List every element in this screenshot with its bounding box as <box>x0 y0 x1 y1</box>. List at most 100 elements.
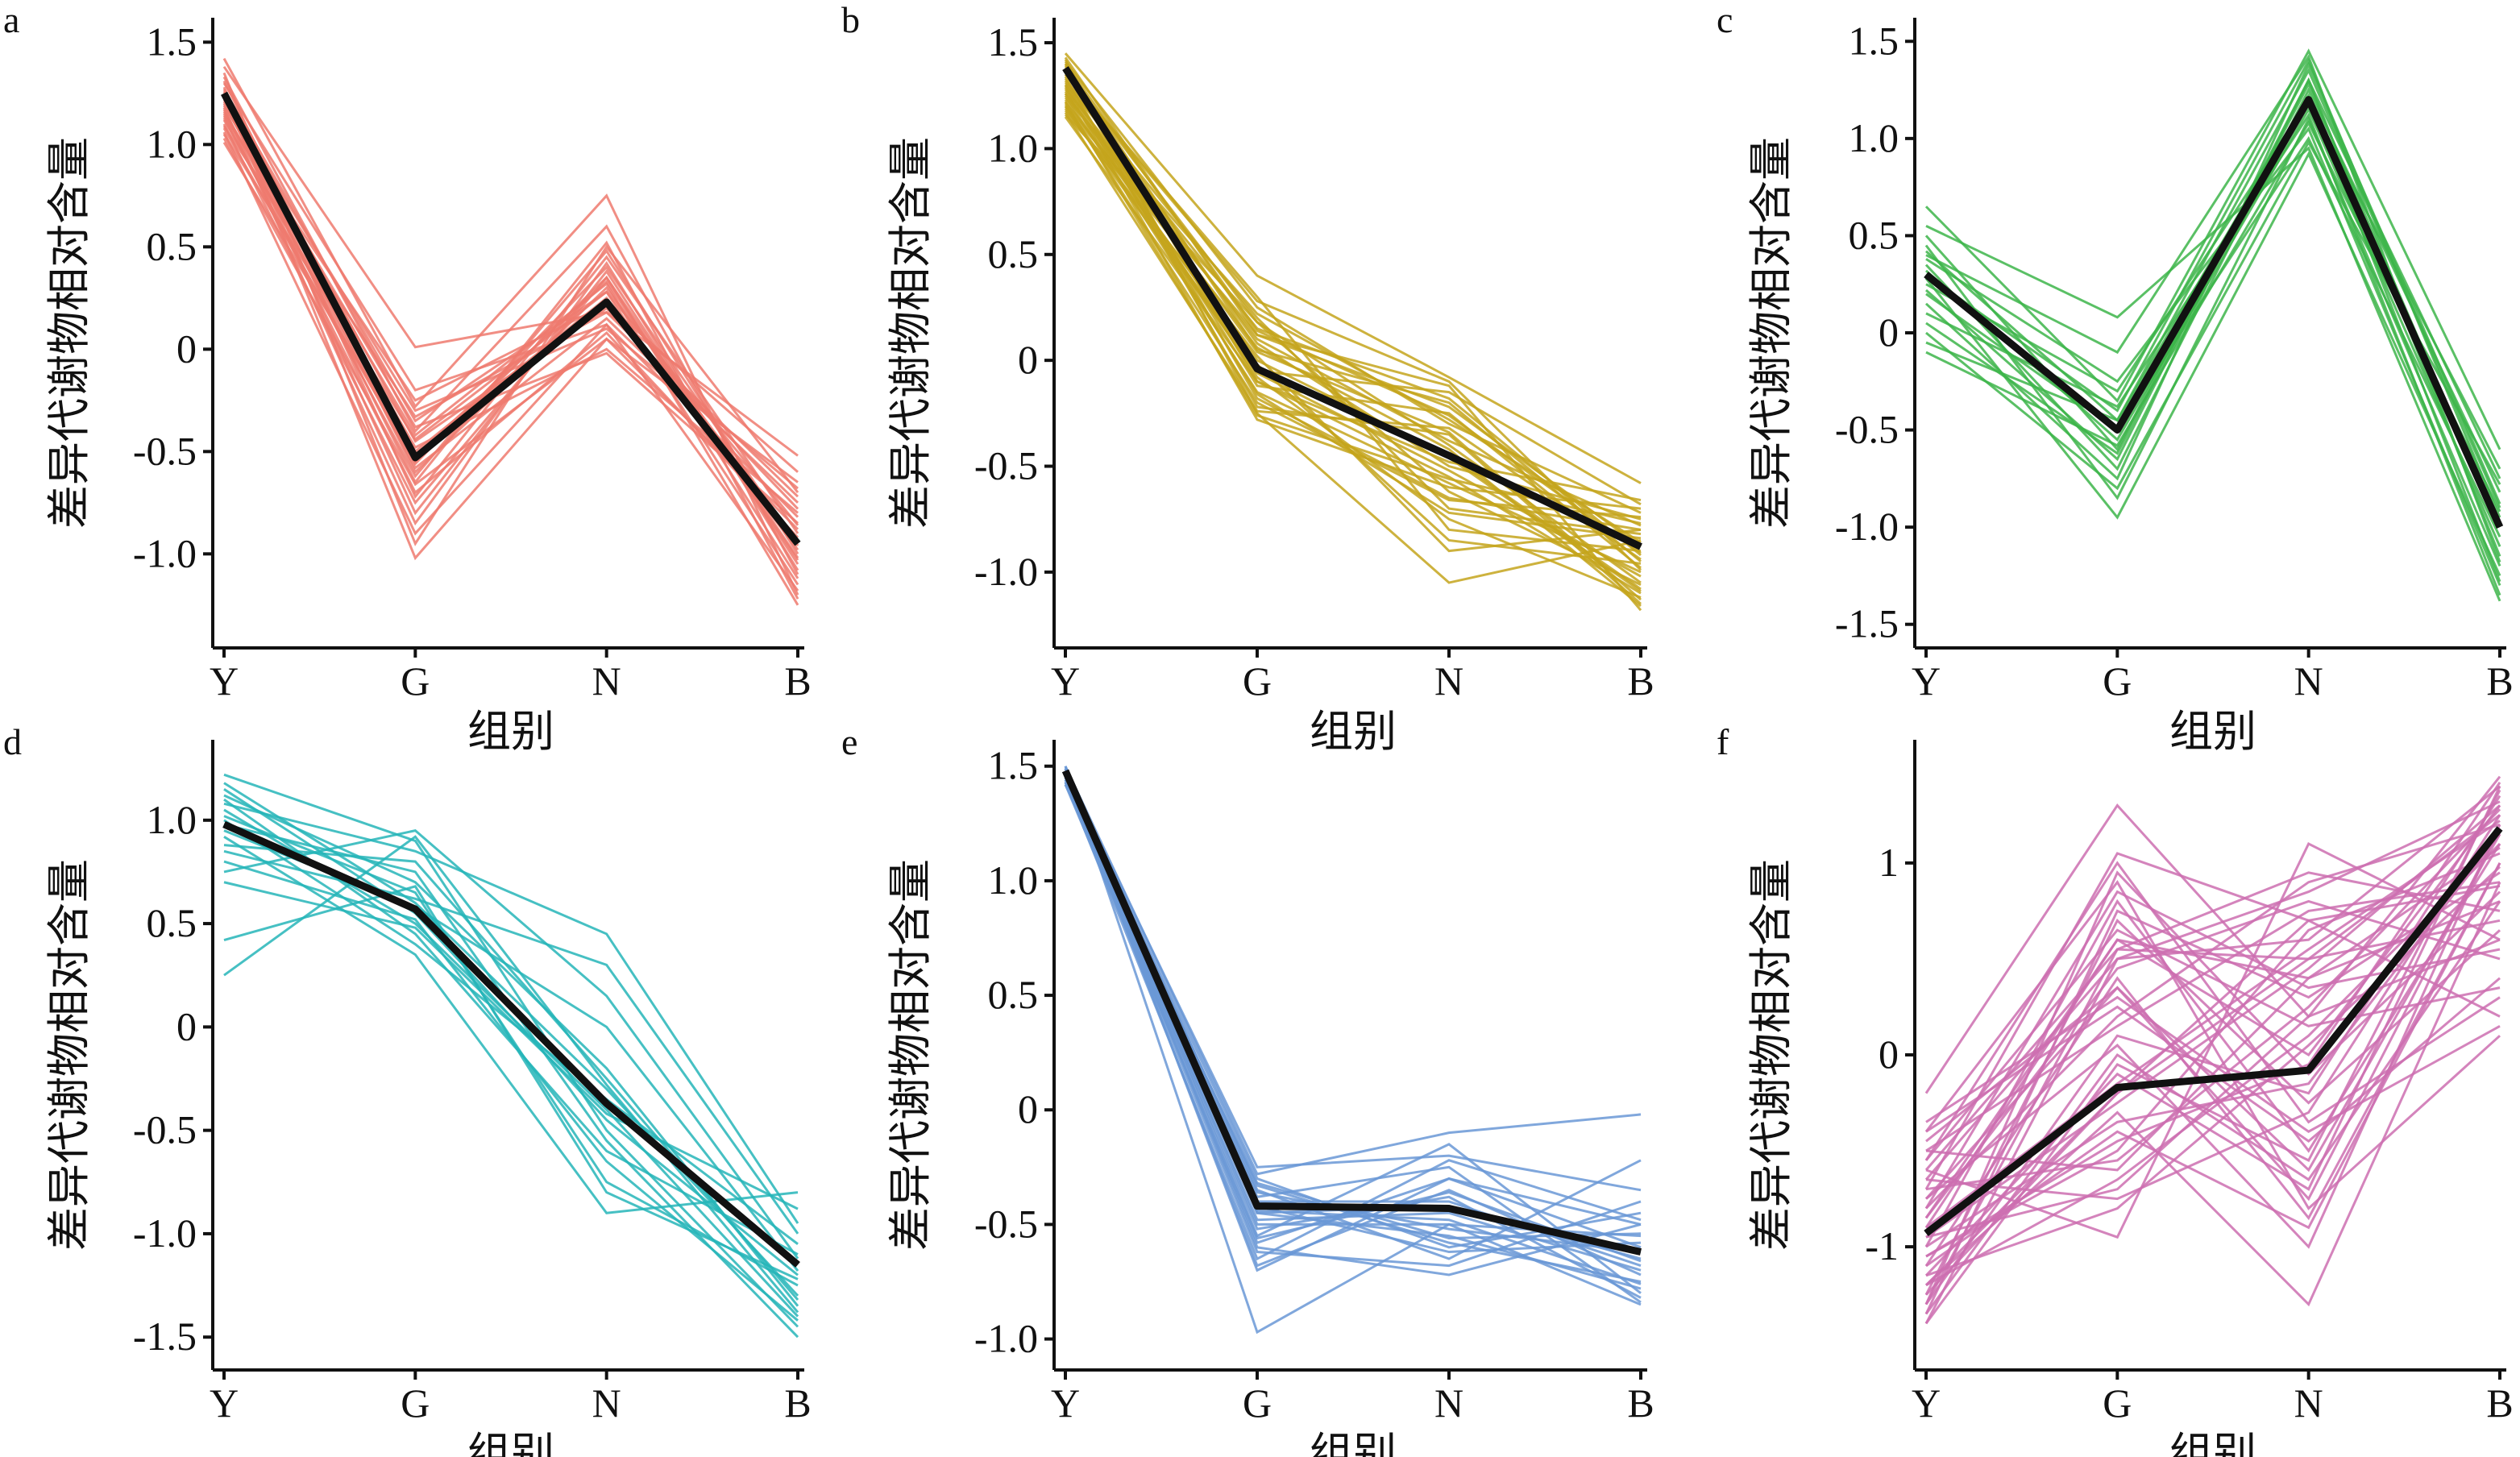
series-line <box>1064 93 1642 601</box>
series-line <box>1924 789 2501 1325</box>
series-line <box>1925 57 2501 518</box>
series-line <box>1925 843 2501 1287</box>
y-tick-label: -1.5 <box>1835 601 1899 646</box>
y-tick-label: -0.5 <box>133 428 197 473</box>
x-tick-label: B <box>1627 658 1654 704</box>
panel-letter: f <box>1717 721 1729 762</box>
x-axis-title: 组别 <box>467 1428 554 1457</box>
series-line <box>1925 808 2501 1191</box>
series-line <box>1064 60 1642 514</box>
series-line <box>1924 846 2501 1219</box>
y-tick-label: 0 <box>1018 1086 1038 1131</box>
series-line <box>1064 767 1642 1260</box>
series-line <box>222 106 799 571</box>
series-line <box>223 844 799 1301</box>
x-tick-label: N <box>592 1380 621 1426</box>
y-tick-label: 0.5 <box>988 972 1039 1017</box>
x-tick-label: Y <box>1051 1380 1080 1426</box>
y-tick-label: -1.0 <box>1835 504 1899 549</box>
series-line <box>223 819 799 1245</box>
y-tick-label: 0 <box>176 326 197 371</box>
x-axis-title: 组别 <box>2169 1428 2256 1457</box>
x-axis-title: 组别 <box>1310 706 1397 757</box>
y-axis-title: 差异代谢物相对含量 <box>44 859 94 1251</box>
y-tick-label: 1.0 <box>147 121 197 166</box>
series-line <box>1925 77 2501 557</box>
series-line <box>1064 766 1642 1335</box>
series-line <box>1064 81 1642 536</box>
series-line <box>1064 67 1642 531</box>
y-tick-label: 1.0 <box>988 857 1039 903</box>
series-line <box>1064 101 1642 525</box>
x-tick-label: Y <box>210 1380 239 1426</box>
series-line <box>1924 871 2501 1171</box>
series-line <box>1924 900 2501 1315</box>
series-line <box>222 101 799 600</box>
x-tick-label: N <box>2294 658 2323 704</box>
series-line <box>222 93 799 545</box>
y-tick-label: 1.0 <box>988 125 1039 170</box>
series-line <box>223 782 799 1297</box>
y-tick-label: -1.0 <box>974 549 1038 594</box>
series-line <box>1064 779 1642 1272</box>
y-tick-label: 1.5 <box>988 19 1039 64</box>
series-line <box>1924 87 2501 493</box>
x-tick-label: Y <box>1912 1380 1941 1426</box>
series-line <box>1924 785 2501 1276</box>
panel-f: f -1 0 1 Y G N B 组别 差异代谢物相对含量 <box>1717 721 2514 1457</box>
y-tick-label: 1.5 <box>147 19 197 64</box>
series-line <box>1925 146 2501 602</box>
y-tick-label: -1.0 <box>974 1316 1038 1361</box>
series-line <box>1925 820 2501 1229</box>
x-tick-label: G <box>1243 1380 1272 1426</box>
x-tick-label: Y <box>1051 658 1080 704</box>
series-line <box>222 80 799 559</box>
y-tick-label: -0.5 <box>974 1201 1038 1246</box>
series-line <box>223 823 799 1339</box>
series-line <box>1064 99 1642 565</box>
series-line <box>1064 52 1642 484</box>
x-tick-label: N <box>2294 1380 2323 1426</box>
x-tick-label: G <box>1243 658 1272 704</box>
panel-letter: b <box>841 0 860 40</box>
series-line <box>1064 73 1642 553</box>
panel-c: c -1.5 -1.0 -0.5 0 0.5 1.0 1.5 Y G N B 组别 差异代谢物相对含量 <box>1717 0 2514 757</box>
series-line <box>1064 779 1642 1299</box>
series-line <box>222 110 799 606</box>
series-line <box>222 88 799 586</box>
series-line <box>222 119 799 514</box>
series-line <box>1924 48 2501 450</box>
y-tick-label: -1 <box>1865 1223 1899 1268</box>
x-tick-label: N <box>1434 1380 1463 1426</box>
series-line <box>1924 884 2501 1286</box>
series-line <box>1064 63 1642 595</box>
series-line <box>1064 97 1642 544</box>
y-tick-label: 1.5 <box>988 743 1039 788</box>
y-tick-label: 1.0 <box>147 797 197 842</box>
panel-d: d -1.5 -1.0 -0.5 0 0.5 1.0 Y G N B 组别 差异代谢物相对含量 <box>3 721 812 1457</box>
series-line <box>222 57 799 596</box>
series-line <box>1064 772 1642 1249</box>
series-line <box>1064 111 1642 561</box>
x-axis-title: 组别 <box>2169 706 2256 757</box>
panel-letter: c <box>1717 0 1733 40</box>
series-line <box>1924 828 2501 1202</box>
y-tick-label: 0.5 <box>147 223 197 268</box>
y-tick-label: 1 <box>1879 840 1899 885</box>
series-line <box>1924 880 2501 1210</box>
series-line <box>1924 890 2501 1210</box>
y-tick-label: 0 <box>1879 309 1899 355</box>
series-line <box>1925 68 2501 508</box>
series-line <box>222 113 799 539</box>
x-axis-title: 组别 <box>467 706 554 757</box>
series-line <box>222 72 799 546</box>
x-axis-title: 组别 <box>1310 1428 1397 1457</box>
x-tick-label: N <box>1434 658 1463 704</box>
series-line <box>1924 861 2501 1161</box>
series-line <box>223 773 799 1328</box>
x-tick-label: B <box>1627 1380 1654 1426</box>
series-line <box>1924 918 2501 1296</box>
y-tick-label: -0.5 <box>133 1107 197 1152</box>
y-tick-label: 1.0 <box>1849 115 1899 160</box>
